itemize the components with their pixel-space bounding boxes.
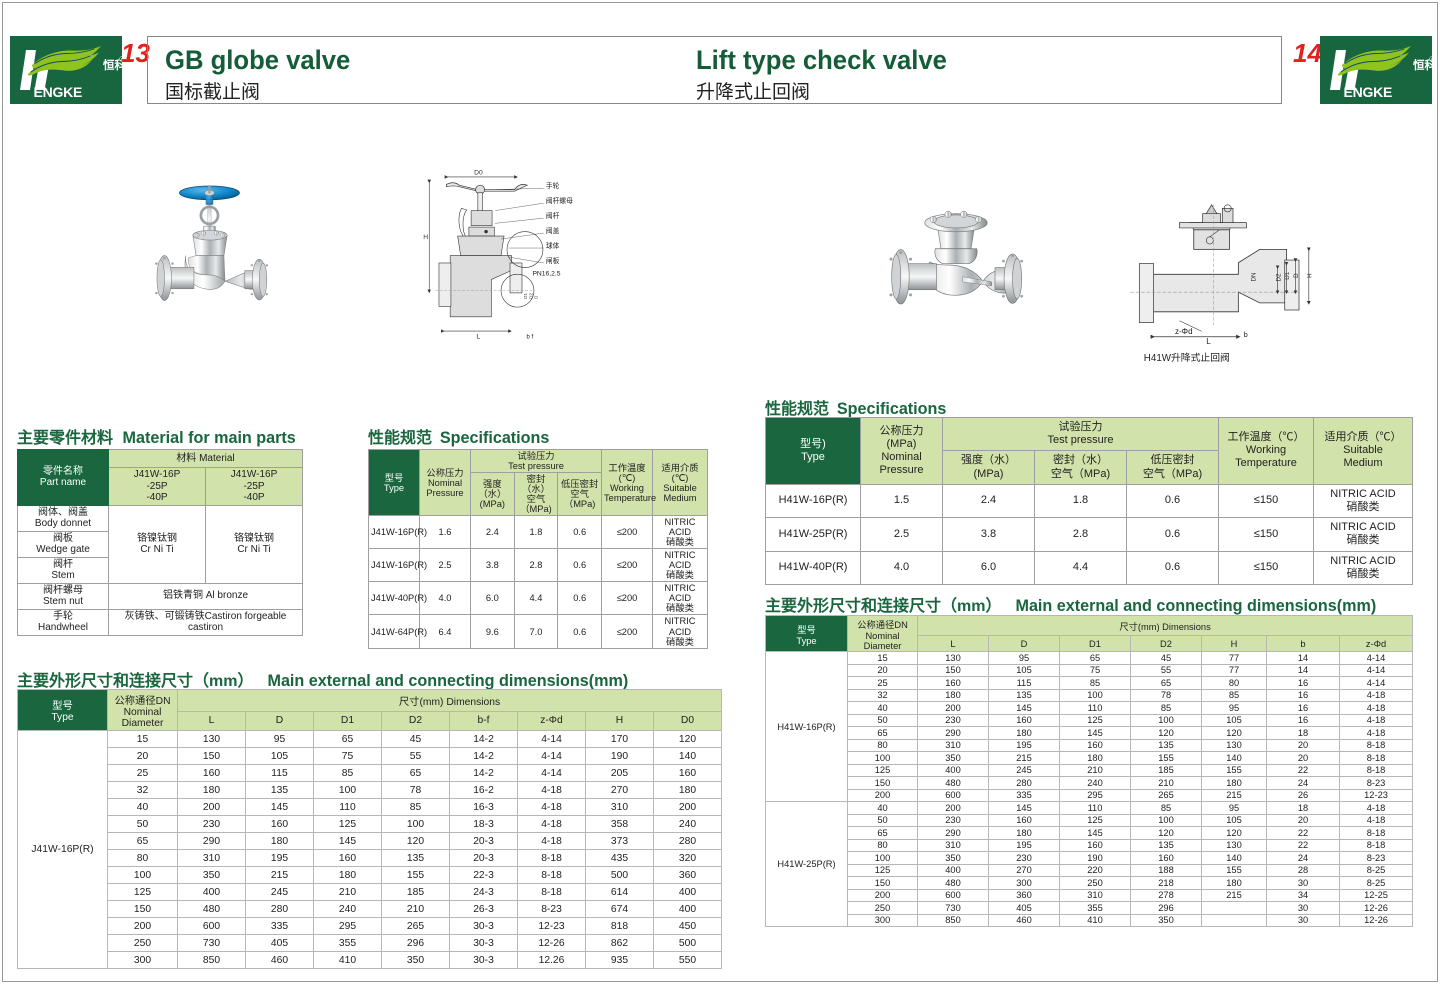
- svg-text:D0: D0: [474, 170, 483, 177]
- svg-text:D2: D2: [528, 293, 533, 299]
- svg-text:闸板: 闸板: [546, 256, 560, 265]
- svg-text:D1: D1: [523, 293, 528, 299]
- svg-text:DN: DN: [1250, 272, 1257, 281]
- svg-text:H: H: [1306, 273, 1313, 278]
- svg-text:球体: 球体: [546, 241, 560, 250]
- svg-text:手轮: 手轮: [546, 181, 560, 190]
- svg-text:H41W升降式止回阀: H41W升降式止回阀: [1144, 351, 1230, 364]
- svg-text:PN16,2.5: PN16,2.5: [532, 271, 560, 278]
- svg-text:b f: b f: [526, 335, 533, 341]
- svg-text:H: H: [423, 234, 428, 241]
- svg-text:D: D: [534, 295, 539, 299]
- svg-text:L: L: [476, 334, 480, 341]
- svg-text:D: D: [1293, 273, 1300, 278]
- svg-text:b: b: [1244, 331, 1248, 339]
- svg-text:阀杆: 阀杆: [546, 211, 560, 220]
- svg-text:D1: D1: [1284, 271, 1291, 280]
- svg-text:阀杆螺母: 阀杆螺母: [546, 196, 573, 205]
- svg-text:阀盖: 阀盖: [546, 226, 560, 235]
- svg-text:D2: D2: [1275, 273, 1282, 282]
- svg-text:z-Φd: z-Φd: [1175, 327, 1193, 336]
- svg-text:L: L: [1206, 337, 1211, 346]
